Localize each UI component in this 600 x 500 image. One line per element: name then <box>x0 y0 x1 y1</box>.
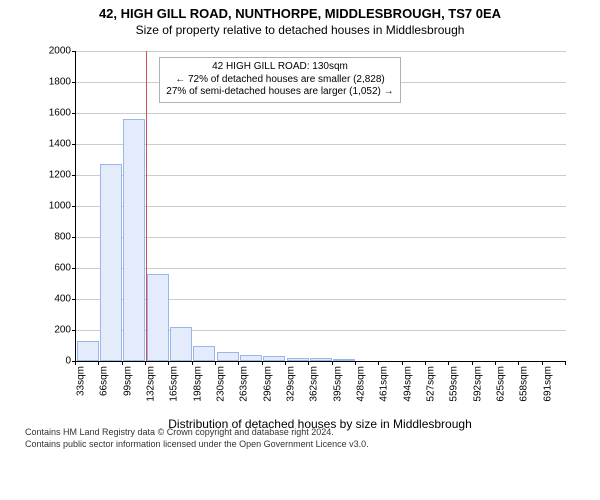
x-tick-label: 592sqm <box>472 366 483 416</box>
x-tick-mark <box>355 361 356 365</box>
x-tick-label: 263sqm <box>239 366 250 416</box>
y-tick-label: 0 <box>36 356 71 367</box>
gridline <box>76 51 566 52</box>
x-tick-label: 691sqm <box>542 366 553 416</box>
x-tick-mark <box>215 361 216 365</box>
plot-area: 020040060080010001200140016001800200042 … <box>75 51 566 362</box>
gridline <box>76 206 566 207</box>
x-tick-label: 99sqm <box>122 366 133 416</box>
gridline <box>76 113 566 114</box>
x-tick-label: 428sqm <box>356 366 367 416</box>
y-tick-mark <box>72 175 76 176</box>
x-tick-mark <box>75 361 76 365</box>
histogram-bar <box>310 358 332 361</box>
x-tick-mark <box>495 361 496 365</box>
x-tick-label: 494sqm <box>402 366 413 416</box>
x-tick-mark <box>262 361 263 365</box>
x-tick-label: 33sqm <box>76 366 87 416</box>
histogram-bar <box>193 346 215 362</box>
annotation-line2: ← 72% of detached houses are smaller (2,… <box>166 74 393 87</box>
histogram-bar <box>170 327 192 361</box>
x-tick-mark <box>378 361 379 365</box>
x-tick-label: 230sqm <box>216 366 227 416</box>
x-tick-mark <box>285 361 286 365</box>
histogram-bar <box>240 355 262 361</box>
histogram-bar <box>77 341 99 361</box>
y-tick-mark <box>72 330 76 331</box>
y-tick-mark <box>72 206 76 207</box>
x-tick-label: 625sqm <box>496 366 507 416</box>
y-tick-label: 1200 <box>36 170 71 181</box>
title-sub: Size of property relative to detached ho… <box>0 23 600 37</box>
x-tick-mark <box>425 361 426 365</box>
y-tick-label: 1800 <box>36 77 71 88</box>
x-tick-label: 329sqm <box>286 366 297 416</box>
gridline <box>76 268 566 269</box>
y-tick-label: 1600 <box>36 108 71 119</box>
gridline <box>76 144 566 145</box>
histogram-bar <box>263 356 285 361</box>
y-tick-mark <box>72 51 76 52</box>
chart-wrap: Number of detached properties 0200400600… <box>20 41 580 421</box>
x-tick-mark <box>402 361 403 365</box>
x-tick-label: 132sqm <box>146 366 157 416</box>
gridline <box>76 175 566 176</box>
x-tick-mark <box>308 361 309 365</box>
x-tick-mark <box>565 361 566 365</box>
y-tick-mark <box>72 268 76 269</box>
y-tick-label: 400 <box>36 294 71 305</box>
x-tick-label: 296sqm <box>262 366 273 416</box>
x-tick-mark <box>168 361 169 365</box>
y-tick-label: 1400 <box>36 139 71 150</box>
x-axis-label: Distribution of detached houses by size … <box>40 417 600 431</box>
x-tick-label: 165sqm <box>169 366 180 416</box>
y-tick-label: 200 <box>36 325 71 336</box>
histogram-bar <box>287 358 309 361</box>
histogram-bar <box>217 352 239 361</box>
histogram-bar <box>333 359 355 361</box>
y-tick-label: 800 <box>36 232 71 243</box>
x-tick-label: 527sqm <box>426 366 437 416</box>
x-tick-mark <box>145 361 146 365</box>
y-tick-label: 1000 <box>36 201 71 212</box>
y-tick-mark <box>72 299 76 300</box>
x-tick-label: 198sqm <box>192 366 203 416</box>
x-tick-label: 395sqm <box>332 366 343 416</box>
x-tick-label: 559sqm <box>449 366 460 416</box>
annotation-line1: 42 HIGH GILL ROAD: 130sqm <box>166 61 393 74</box>
x-tick-mark <box>518 361 519 365</box>
y-tick-mark <box>72 82 76 83</box>
x-tick-mark <box>448 361 449 365</box>
x-tick-mark <box>122 361 123 365</box>
gridline <box>76 237 566 238</box>
histogram-bar <box>123 119 145 361</box>
x-tick-label: 461sqm <box>379 366 390 416</box>
x-tick-label: 362sqm <box>309 366 320 416</box>
annotation-line3: 27% of semi-detached houses are larger (… <box>166 86 393 99</box>
histogram-bar <box>147 274 169 361</box>
histogram-bar <box>100 164 122 361</box>
x-tick-mark <box>238 361 239 365</box>
x-tick-mark <box>542 361 543 365</box>
y-tick-label: 2000 <box>36 46 71 57</box>
x-tick-label: 658sqm <box>519 366 530 416</box>
reference-line <box>146 51 147 361</box>
annotation-box: 42 HIGH GILL ROAD: 130sqm← 72% of detach… <box>159 57 400 103</box>
x-tick-mark <box>472 361 473 365</box>
y-tick-mark <box>72 144 76 145</box>
x-tick-mark <box>332 361 333 365</box>
x-tick-label: 66sqm <box>99 366 110 416</box>
footer-line2: Contains public sector information licen… <box>25 439 600 451</box>
title-main: 42, HIGH GILL ROAD, NUNTHORPE, MIDDLESBR… <box>0 6 600 21</box>
y-tick-mark <box>72 237 76 238</box>
y-tick-label: 600 <box>36 263 71 274</box>
x-tick-mark <box>192 361 193 365</box>
x-tick-mark <box>98 361 99 365</box>
y-tick-mark <box>72 113 76 114</box>
